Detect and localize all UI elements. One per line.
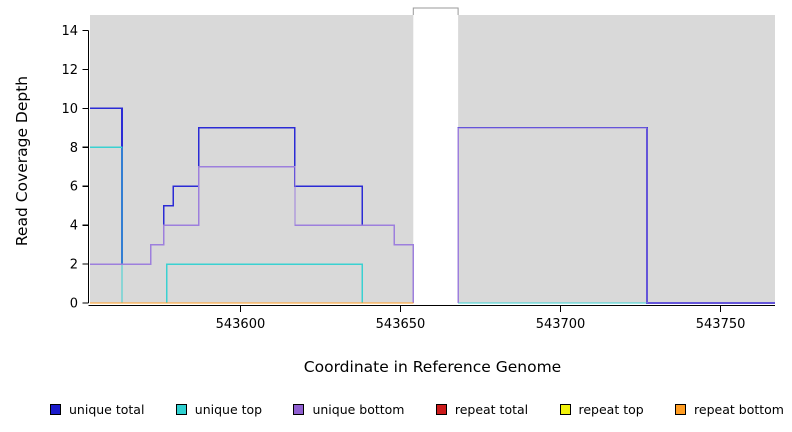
legend-label: repeat total [454,401,529,417]
legend-swatch [435,403,447,415]
legend-swatch [675,403,687,415]
tick-labels: 0 2 4 6 8 10 12 14 543600 543650 543700 543750 [61,24,745,332]
legend-swatch [559,403,571,415]
y-tick-label: 2 [70,258,78,273]
axes [82,29,775,312]
legend-label: repeat bottom [694,401,784,417]
legend-swatch [293,403,305,415]
legend-item-repeat-bottom: repeat bottom [675,402,784,417]
x-tick-label: 543750 [696,317,746,332]
chart-legend: unique total unique top unique bottom repea… [50,398,784,420]
legend-swatch [50,403,61,415]
legend-item-repeat-total: repeat total [435,401,529,417]
y-tick-label: 10 [61,102,78,117]
y-tick-label: 12 [61,63,78,78]
y-tick-label: 4 [70,219,78,234]
legend-item-unique-total: unique total [50,402,144,417]
y-tick-label: 8 [70,141,78,156]
y-tick-label: 6 [70,180,78,195]
y-tick-label: 0 [70,297,78,312]
gap-band [413,15,459,303]
x-tick-label: 543650 [376,317,426,332]
legend-label: unique bottom [312,401,405,417]
series-group [90,107,775,304]
x-tick-label: 543700 [536,317,586,332]
legend-label: unique top [194,401,263,417]
x-tick-label: 543600 [216,317,266,332]
y-axis-title: Read Coverage Depth [13,75,31,247]
x-axis-title: Coordinate in Reference Genome [303,358,562,376]
legend-item-unique-top: unique top [175,401,263,417]
legend-label: unique total [69,401,145,417]
legend-item-unique-bottom: unique bottom [293,401,405,417]
legend-label: repeat top [578,401,644,417]
series-unique-bottom [90,127,775,304]
legend-item-repeat-top: repeat top [559,401,644,417]
legend-swatch [175,403,187,415]
y-tick-label: 14 [61,24,78,39]
gap-band-cap [412,7,459,15]
